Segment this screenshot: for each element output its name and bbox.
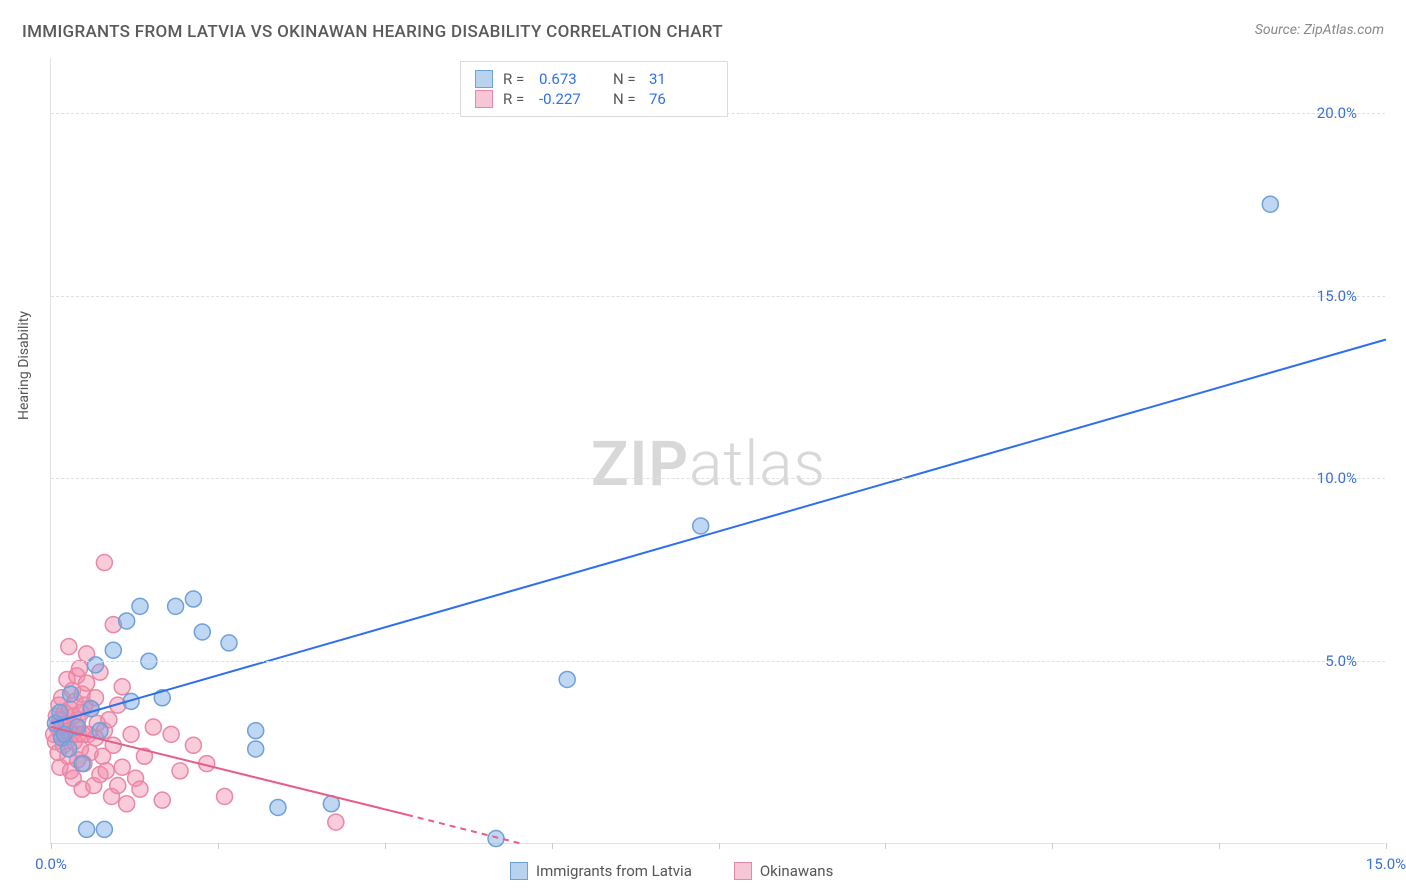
swatch-okinawans (475, 90, 493, 108)
x-tick-minor (1386, 843, 1387, 849)
x-tick-label: 0.0% (35, 855, 67, 873)
x-tick-minor (51, 843, 52, 849)
legend-label-okinawans: Okinawans (760, 862, 833, 880)
swatch-okinawans-icon (734, 862, 752, 880)
y-tick-label: 20.0% (1317, 104, 1357, 122)
x-tick-minor (218, 843, 219, 849)
correlation-legend: R = 0.673 N = 31 R = -0.227 N = 76 (460, 61, 728, 117)
legend-row-latvia: R = 0.673 N = 31 (475, 70, 713, 88)
legend-item-latvia: Immigrants from Latvia (510, 862, 692, 880)
scatter-plot-svg (51, 58, 1385, 843)
r-value-latvia: 0.673 (539, 70, 603, 88)
x-tick-minor (719, 843, 720, 849)
x-tick-minor (1052, 843, 1053, 849)
x-tick-minor (552, 843, 553, 849)
series-legend: Immigrants from Latvia Okinawans (510, 862, 833, 880)
n-value-latvia: 31 (649, 70, 713, 88)
gridline-h (51, 478, 1385, 479)
swatch-latvia (475, 70, 493, 88)
legend-row-okinawans: R = -0.227 N = 76 (475, 90, 713, 108)
n-label: N = (613, 70, 639, 88)
n-value-okinawans: 76 (649, 90, 713, 108)
gridline-h (51, 296, 1385, 297)
n-label: N = (613, 90, 639, 108)
r-label: R = (503, 70, 529, 88)
source-attribution: Source: ZipAtlas.com (1255, 22, 1384, 38)
x-tick-minor (385, 843, 386, 849)
x-tick-minor (1219, 843, 1220, 849)
y-tick-label: 5.0% (1325, 652, 1357, 670)
r-label: R = (503, 90, 529, 108)
y-tick-label: 15.0% (1317, 287, 1357, 305)
legend-item-okinawans: Okinawans (734, 862, 833, 880)
r-value-okinawans: -0.227 (539, 90, 603, 108)
gridline-h (51, 661, 1385, 662)
y-axis-label: Hearing Disability (16, 311, 32, 420)
legend-label-latvia: Immigrants from Latvia (536, 862, 692, 880)
x-tick-label: 15.0% (1366, 855, 1406, 873)
chart-title: IMMIGRANTS FROM LATVIA VS OKINAWAN HEARI… (22, 22, 723, 42)
chart-plot-area: ZIPatlas 5.0%10.0%15.0%20.0%0.0%15.0% (50, 58, 1385, 844)
y-tick-label: 10.0% (1317, 469, 1357, 487)
x-tick-minor (885, 843, 886, 849)
swatch-latvia-icon (510, 862, 528, 880)
